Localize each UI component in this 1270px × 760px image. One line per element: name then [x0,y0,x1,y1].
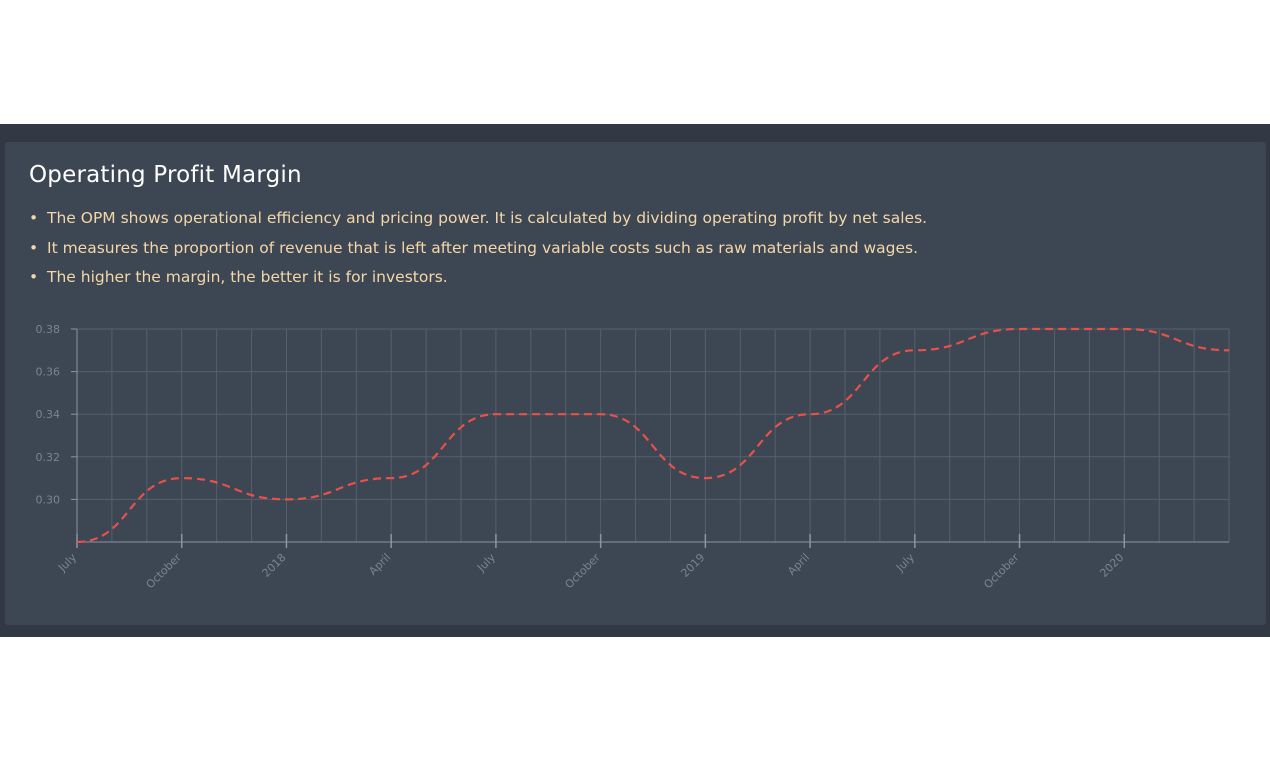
y-tick-label: 0.30 [36,493,61,506]
y-tick-label: 0.36 [36,366,61,379]
x-tick-label: October [981,551,1022,592]
x-tick-label: 2018 [260,551,289,580]
horizontal-gridlines [77,328,1229,500]
x-tick-label: April [785,551,812,578]
x-tick-label: July [474,551,498,575]
x-tick-label: October [562,551,603,592]
description-item: The higher the margin, the better it is … [29,263,927,293]
y-tick-label: 0.34 [36,408,61,421]
x-tick-label: October [144,551,185,592]
y-axis-labels: 0.30 0.32 0.34 0.36 0.38 [36,323,61,506]
description-item: The OPM shows operational efficiency and… [29,204,927,234]
x-tick-label: 2020 [1097,551,1126,580]
x-tick-label: April [366,551,393,578]
x-tick-label: July [893,551,917,575]
y-tick-label: 0.32 [36,451,61,464]
series-group [76,327,1230,544]
vertical-gridlines [111,329,1230,542]
chart-axes [71,328,1229,548]
description-list: The OPM shows operational efficiency and… [29,204,927,293]
series-line [76,327,1230,544]
description-item: It measures the proportion of revenue th… [29,234,927,264]
x-axis-labels: July October 2018 April July October 2019 April… [55,551,1126,592]
y-tick-label: 0.38 [36,323,61,336]
x-tick-label: 2019 [678,551,707,580]
x-tick-label: July [55,551,79,575]
chart-title: Operating Profit Margin [29,162,302,188]
